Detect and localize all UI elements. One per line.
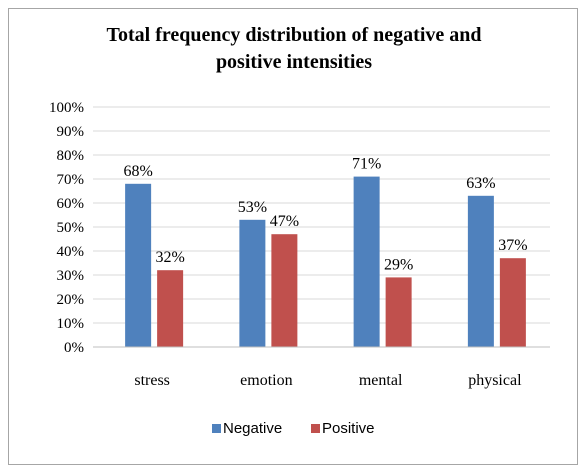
bar-negative-physical (467, 195, 494, 347)
x-tick-label: emotion (240, 372, 292, 389)
y-tick-label: 20% (57, 292, 85, 308)
y-tick-label: 0% (64, 340, 84, 356)
bar-positive-physical (499, 258, 526, 347)
data-label: 68% (123, 163, 152, 180)
data-label: 32% (155, 249, 184, 266)
legend-swatch-negative (212, 424, 221, 433)
y-tick-label: 30% (57, 268, 85, 284)
data-label: 29% (384, 256, 413, 273)
data-label: 47% (270, 213, 299, 230)
data-label: 63% (466, 175, 495, 192)
bar-negative-emotion (239, 219, 266, 347)
y-tick-label: 80% (57, 148, 85, 164)
bar-positive-emotion (271, 234, 298, 347)
y-tick-label: 60% (57, 196, 85, 212)
legend-label-positive: Positive (322, 420, 375, 437)
bar-negative-stress (125, 183, 152, 347)
x-tick-label: mental (359, 372, 403, 389)
x-tick-label: physical (468, 372, 522, 389)
bar-positive-stress (157, 270, 184, 347)
chart-title: Total frequency distribution of negative… (106, 24, 482, 73)
data-label: 37% (498, 237, 527, 254)
legend-swatch-positive (311, 424, 320, 433)
legend-label-negative: Negative (223, 420, 282, 437)
x-tick-label: stress (134, 372, 170, 389)
y-tick-label: 90% (57, 124, 85, 140)
y-tick-label: 100% (49, 100, 84, 116)
y-tick-label: 40% (57, 244, 85, 260)
bar-positive-mental (385, 277, 412, 347)
data-label: 53% (238, 199, 267, 216)
data-label: 71% (352, 156, 381, 173)
y-tick-label: 50% (57, 220, 85, 236)
y-tick-label: 70% (57, 172, 85, 188)
bar-negative-mental (353, 176, 380, 347)
y-tick-label: 10% (57, 316, 85, 332)
